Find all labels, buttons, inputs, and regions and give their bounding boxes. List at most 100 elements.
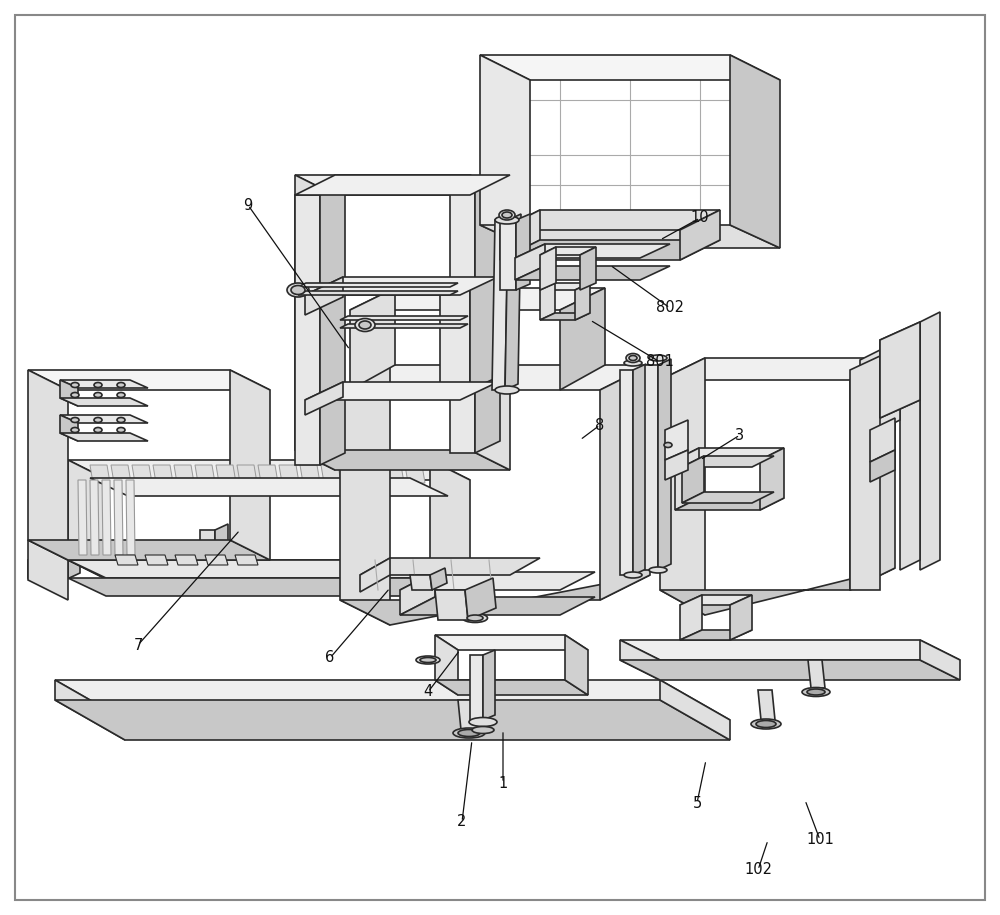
Ellipse shape: [495, 386, 519, 394]
Polygon shape: [470, 175, 510, 470]
Polygon shape: [350, 288, 395, 390]
Polygon shape: [235, 555, 258, 565]
Polygon shape: [200, 530, 215, 568]
Polygon shape: [850, 358, 895, 590]
Ellipse shape: [467, 615, 483, 621]
Polygon shape: [430, 568, 447, 590]
Ellipse shape: [117, 417, 125, 423]
Polygon shape: [60, 380, 148, 388]
Ellipse shape: [469, 717, 497, 727]
Polygon shape: [305, 382, 343, 415]
Polygon shape: [430, 460, 470, 580]
Polygon shape: [870, 450, 895, 482]
Ellipse shape: [499, 210, 515, 220]
Polygon shape: [480, 55, 530, 248]
Ellipse shape: [420, 658, 436, 662]
Ellipse shape: [472, 727, 494, 734]
Polygon shape: [440, 288, 470, 390]
Text: 801: 801: [646, 354, 674, 370]
Polygon shape: [405, 465, 425, 483]
Ellipse shape: [649, 355, 667, 361]
Ellipse shape: [355, 318, 375, 331]
Polygon shape: [55, 680, 730, 720]
Polygon shape: [580, 247, 596, 290]
Polygon shape: [660, 358, 705, 615]
Polygon shape: [900, 330, 920, 570]
Polygon shape: [920, 312, 940, 570]
Polygon shape: [620, 370, 633, 575]
Text: 6: 6: [325, 651, 335, 665]
Ellipse shape: [495, 216, 519, 224]
Ellipse shape: [71, 417, 79, 423]
Polygon shape: [305, 277, 343, 315]
Ellipse shape: [94, 427, 102, 433]
Polygon shape: [540, 247, 596, 255]
Text: 10: 10: [691, 210, 709, 225]
Polygon shape: [540, 283, 555, 320]
Text: 101: 101: [806, 833, 834, 847]
Polygon shape: [237, 465, 257, 483]
Polygon shape: [102, 480, 111, 555]
Polygon shape: [126, 480, 135, 555]
Polygon shape: [575, 283, 590, 320]
Polygon shape: [675, 448, 699, 510]
Ellipse shape: [71, 382, 79, 387]
Polygon shape: [175, 555, 198, 565]
Polygon shape: [132, 465, 152, 483]
Polygon shape: [90, 478, 448, 496]
Polygon shape: [55, 680, 125, 740]
Polygon shape: [114, 480, 123, 555]
Polygon shape: [855, 350, 895, 450]
Polygon shape: [665, 420, 688, 460]
Text: 2: 2: [457, 814, 467, 830]
Polygon shape: [360, 558, 540, 575]
Polygon shape: [470, 655, 483, 720]
Polygon shape: [492, 220, 508, 390]
Polygon shape: [516, 214, 530, 290]
Polygon shape: [620, 640, 660, 680]
Polygon shape: [880, 322, 920, 418]
Polygon shape: [60, 398, 148, 406]
Text: 802: 802: [656, 300, 684, 316]
Polygon shape: [60, 380, 78, 406]
Polygon shape: [435, 680, 588, 695]
Ellipse shape: [502, 212, 512, 218]
Polygon shape: [68, 560, 468, 578]
Ellipse shape: [359, 321, 371, 329]
Polygon shape: [483, 650, 495, 720]
Ellipse shape: [624, 360, 642, 366]
Polygon shape: [350, 288, 605, 310]
Polygon shape: [540, 313, 590, 320]
Ellipse shape: [649, 567, 667, 573]
Ellipse shape: [71, 393, 79, 397]
Polygon shape: [230, 370, 270, 560]
Polygon shape: [680, 595, 702, 640]
Polygon shape: [410, 575, 432, 590]
Polygon shape: [808, 660, 825, 688]
Polygon shape: [480, 55, 780, 80]
Text: 9: 9: [243, 198, 253, 212]
Ellipse shape: [756, 720, 776, 727]
Polygon shape: [215, 524, 228, 568]
Polygon shape: [55, 700, 730, 740]
Polygon shape: [500, 210, 720, 230]
Ellipse shape: [117, 382, 125, 387]
Polygon shape: [675, 448, 784, 460]
Polygon shape: [515, 244, 545, 280]
Text: 1: 1: [498, 776, 508, 791]
Polygon shape: [435, 590, 468, 620]
Ellipse shape: [117, 393, 125, 397]
Polygon shape: [28, 370, 68, 560]
Polygon shape: [660, 568, 895, 615]
Ellipse shape: [751, 719, 781, 729]
Polygon shape: [435, 635, 458, 695]
Polygon shape: [60, 433, 148, 441]
Polygon shape: [660, 680, 730, 740]
Polygon shape: [400, 572, 435, 615]
Polygon shape: [340, 324, 468, 328]
Polygon shape: [320, 183, 345, 465]
Polygon shape: [682, 456, 704, 503]
Polygon shape: [340, 365, 390, 625]
Polygon shape: [300, 465, 320, 483]
Polygon shape: [758, 690, 775, 720]
